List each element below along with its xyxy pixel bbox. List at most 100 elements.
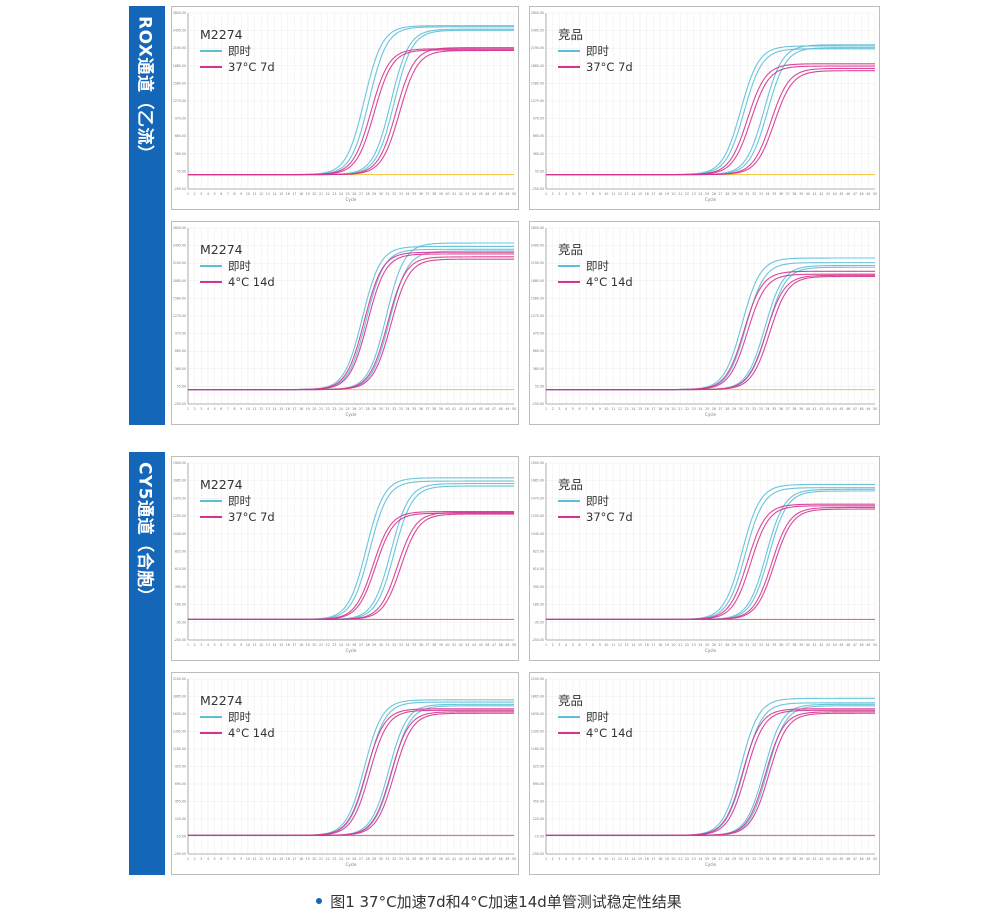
y-tick-label: 1580.00 xyxy=(531,296,544,300)
x-tick-label: 8 xyxy=(234,407,236,411)
x-tick-label: 39 xyxy=(799,643,803,647)
x-tick-label: 34 xyxy=(766,643,770,647)
x-tick-label: 19 xyxy=(306,643,310,647)
amplification-curve xyxy=(188,49,514,176)
x-tick-label: 26 xyxy=(712,407,716,411)
legend-label: 4°C 14d xyxy=(228,275,275,289)
x-tick-label: 31 xyxy=(745,407,749,411)
amplification-curve xyxy=(546,488,876,620)
x-tick-label: 33 xyxy=(759,857,763,861)
x-tick-label: 18 xyxy=(299,643,303,647)
legend-label: 即时 xyxy=(586,44,609,58)
x-tick-label: 47 xyxy=(492,643,496,647)
x-tick-label: 26 xyxy=(352,643,356,647)
x-tick-label: 27 xyxy=(359,857,363,861)
x-tick-label: 26 xyxy=(712,643,716,647)
amplification-curve xyxy=(546,65,875,176)
x-tick-label: 15 xyxy=(638,857,642,861)
x-tick-label: 17 xyxy=(292,407,296,411)
x-tick-label: 30 xyxy=(739,407,743,411)
x-tick-label: 6 xyxy=(220,857,222,861)
x-tick-label: 38 xyxy=(792,857,796,861)
y-tick-label: -250.00 xyxy=(174,638,186,642)
x-tick-label: 9 xyxy=(599,643,601,647)
x-tick-label: 33 xyxy=(759,643,763,647)
x-tick-label: 31 xyxy=(386,643,390,647)
y-tick-label: 2190.00 xyxy=(173,261,186,265)
y-tick-label: 1470.00 xyxy=(173,496,186,500)
x-tick-label: 41 xyxy=(813,407,817,411)
chart-svg: 1 2 3 4 5 6 7 8 9 10 11 12 13 14 15 16 17 18 19 20 21 22 23 24 2… xyxy=(173,11,516,202)
y-tick-label: 1685.00 xyxy=(531,479,544,483)
grid xyxy=(545,227,876,405)
x-tick-label: 22 xyxy=(326,857,330,861)
x-axis-label: Cycle xyxy=(346,412,357,417)
x-tick-label: 12 xyxy=(618,407,622,411)
x-tick-label: 30 xyxy=(379,407,383,411)
x-tick-label: 21 xyxy=(319,407,323,411)
x-tick-label: 20 xyxy=(672,857,676,861)
y-tick-label: 220.00 xyxy=(175,817,186,821)
y-tick-label: -250.00 xyxy=(532,638,544,642)
x-tick-label: 5 xyxy=(214,192,216,196)
y-tick-label: 395.00 xyxy=(533,585,544,589)
x-tick-label: 50 xyxy=(512,407,516,411)
y-tick-label: 1685.00 xyxy=(173,479,186,483)
amplification-curve xyxy=(546,506,875,620)
legend-label: 37°C 7d xyxy=(228,510,275,524)
amplification-curve xyxy=(188,258,514,391)
cy5-channel-group: CY5通道（合胞） xyxy=(129,452,880,875)
x-tick-label: 24 xyxy=(339,407,343,411)
legend-label: 即时 xyxy=(586,494,609,508)
x-tick-label: 13 xyxy=(266,192,270,196)
x-tick-label: 44 xyxy=(833,192,837,196)
y-tick-label: 360.00 xyxy=(533,367,544,371)
x-tick-label: 37 xyxy=(786,407,790,411)
x-tick-label: 29 xyxy=(372,407,376,411)
chart-title: M2274 xyxy=(200,477,243,492)
x-tick-label: 10 xyxy=(604,192,608,196)
x-tick-label: 46 xyxy=(485,192,489,196)
x-tick-label: 16 xyxy=(286,192,290,196)
y-tick-label: 1865.00 xyxy=(531,695,544,699)
chart-panel-cy5-competitor-4c: 1 2 3 4 5 6 7 8 9 10 11 12 13 14 15 16 17 18 19 20 21 22 23 24 2… xyxy=(529,672,880,875)
x-tick-label: 14 xyxy=(631,192,635,196)
x-tick-label: 43 xyxy=(826,192,830,196)
x-tick-label: 44 xyxy=(472,643,476,647)
x-tick-label: 5 xyxy=(214,643,216,647)
x-tick-label: 30 xyxy=(739,192,743,196)
y-tick-label: 1395.00 xyxy=(531,730,544,734)
x-tick-label: 30 xyxy=(379,857,383,861)
x-tick-label: 25 xyxy=(705,857,709,861)
x-axis-label: Cycle xyxy=(346,197,357,202)
x-tick-label: 4 xyxy=(565,857,567,861)
x-tick-label: 41 xyxy=(452,407,456,411)
x-tick-label: 13 xyxy=(625,643,629,647)
x-tick-label: 6 xyxy=(220,407,222,411)
y-tick-label: 2800.00 xyxy=(173,11,186,15)
chart-panel-rox-competitor-37c: 1 2 3 4 5 6 7 8 9 10 11 12 13 14 15 16 17 18 19 20 21 22 23 24 2… xyxy=(529,6,880,210)
x-tick-label: 8 xyxy=(234,192,236,196)
x-tick-label: 48 xyxy=(499,407,503,411)
x-tick-label: 46 xyxy=(846,643,850,647)
y-tick-label: 610.00 xyxy=(533,567,544,571)
y-tick-label: -250.00 xyxy=(174,187,186,191)
x-tick-label: 19 xyxy=(665,857,669,861)
grid xyxy=(545,12,876,190)
x-tick-label: 20 xyxy=(312,407,316,411)
y-tick-label: 1885.00 xyxy=(531,279,544,283)
x-tick-label: 40 xyxy=(806,643,810,647)
amplification-curve xyxy=(546,712,875,836)
amplification-curve xyxy=(188,712,514,836)
grid xyxy=(545,462,876,641)
x-tick-label: 29 xyxy=(732,192,736,196)
y-tick-label: 2800.00 xyxy=(531,226,544,230)
x-tick-label: 49 xyxy=(866,407,870,411)
amplification-curve xyxy=(188,513,514,620)
y-tick-label: -15.00 xyxy=(176,835,186,839)
x-tick-label: 38 xyxy=(792,407,796,411)
x-axis-label: Cycle xyxy=(346,648,357,653)
chart-svg: 1 2 3 4 5 6 7 8 9 10 11 12 13 14 15 16 17 18 19 20 21 22 23 24 2… xyxy=(531,461,877,653)
x-tick-label: 37 xyxy=(425,192,429,196)
x-tick-label: 29 xyxy=(732,407,736,411)
